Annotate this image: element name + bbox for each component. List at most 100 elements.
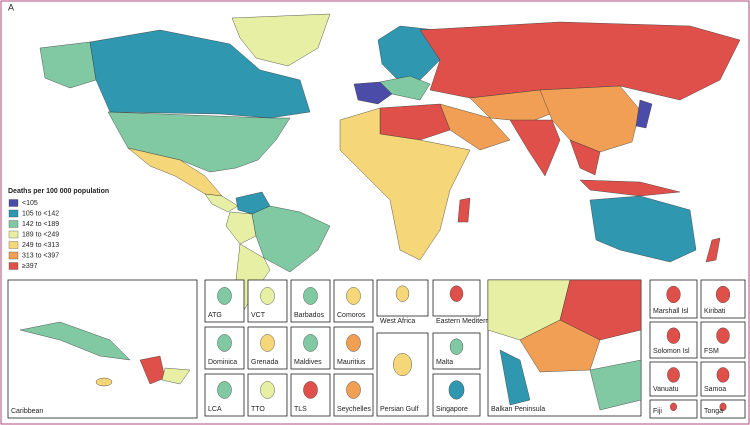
canada (89, 29, 311, 119)
country (519, 319, 601, 373)
island (716, 327, 730, 344)
island (393, 353, 412, 376)
inset-label: ATG (208, 312, 222, 319)
france-spain (353, 81, 393, 105)
island (449, 338, 464, 355)
inset-label: Persian Gulf (380, 406, 419, 413)
central-america (204, 193, 239, 213)
legend-label: 105 to <142 (22, 210, 59, 217)
australia (589, 195, 697, 263)
inset-label: Seychelles (337, 406, 371, 413)
inset-label: Kiribati (704, 308, 726, 315)
insets: Caribbean ATG VCT Barbados Comoros Dominica Gr… (7, 279, 746, 419)
legend-swatch (8, 251, 19, 260)
island (95, 377, 113, 387)
island (719, 402, 727, 412)
island (715, 285, 731, 304)
island (260, 381, 275, 399)
legend-label: 142 to <189 (22, 221, 59, 228)
legend-label: <105 (22, 200, 38, 207)
inset-label: Caribbean (11, 408, 43, 415)
alaska (39, 41, 97, 89)
africa (339, 107, 471, 261)
russia (419, 21, 741, 101)
island (260, 334, 275, 352)
legend-swatch (8, 220, 19, 228)
japan (635, 99, 653, 129)
island (217, 381, 232, 399)
inset-label: West Africa (380, 318, 415, 325)
legend-label: 249 to <313 (22, 242, 59, 249)
island (303, 287, 318, 305)
island (670, 402, 677, 412)
legend-swatch (8, 199, 19, 207)
island (449, 285, 464, 302)
inset-label: Samoa (704, 386, 726, 393)
island (666, 285, 681, 304)
island (303, 381, 318, 399)
inset-label: FSM (704, 348, 719, 355)
country (499, 349, 531, 406)
madagascar (457, 197, 471, 223)
legend-title: Deaths per 100 000 population (8, 188, 109, 195)
indonesia (579, 179, 681, 197)
inset-label: Solomon Isl (653, 348, 690, 355)
central-asia (469, 89, 561, 123)
china (539, 85, 641, 153)
island (395, 285, 410, 302)
island (666, 327, 681, 344)
legend-swatch (8, 209, 19, 218)
legend-swatch (8, 230, 19, 239)
island (217, 334, 232, 352)
inset-label: Balkan Peninsula (491, 406, 545, 413)
island (161, 367, 191, 385)
inset-label: Dominica (208, 359, 237, 366)
inset-label: Malta (436, 359, 453, 366)
greenland (231, 13, 331, 67)
inset-label: TTO (251, 406, 265, 413)
inset-label: TLS (294, 406, 307, 413)
scandinavia (377, 25, 441, 81)
island (346, 334, 361, 352)
north-africa (379, 103, 451, 141)
new-zealand (705, 237, 721, 263)
legend-swatch (8, 241, 19, 249)
island (217, 287, 232, 305)
inset-label: Fiji (653, 408, 662, 415)
inset-label: Marshall Isl (653, 308, 689, 315)
legend-label: 313 to <397 (22, 252, 59, 259)
central-europe (379, 75, 431, 101)
island (346, 287, 361, 305)
country (559, 279, 642, 341)
inset-label: LCA (208, 406, 222, 413)
inset-label: Vanuatu (653, 386, 679, 393)
country (589, 359, 642, 411)
legend-label: 189 to <249 (22, 231, 59, 238)
island (303, 334, 318, 352)
se-asia (569, 139, 601, 176)
peru (225, 211, 257, 245)
usa (107, 111, 291, 173)
inset-label: Barbados (294, 312, 324, 319)
island (346, 381, 361, 399)
inset-label: Comoros (337, 312, 366, 319)
inset-label: Singapore (436, 406, 468, 413)
inset-label: Grenada (251, 359, 278, 366)
island (260, 287, 275, 305)
island (716, 367, 730, 383)
countries (39, 13, 741, 311)
legend-label: ≥397 (22, 263, 38, 270)
india (509, 119, 561, 177)
panel-label: A (8, 2, 14, 12)
legend-swatch (8, 262, 19, 270)
island (19, 321, 131, 361)
inset-label: Mauritius (337, 359, 366, 366)
island (448, 380, 465, 400)
island (667, 367, 680, 383)
legend: <105 105 to <142 142 to <189 189 to <249 249… (8, 199, 59, 270)
inset-label: Eastern Mediterranean (436, 318, 507, 325)
brazil (251, 205, 331, 273)
